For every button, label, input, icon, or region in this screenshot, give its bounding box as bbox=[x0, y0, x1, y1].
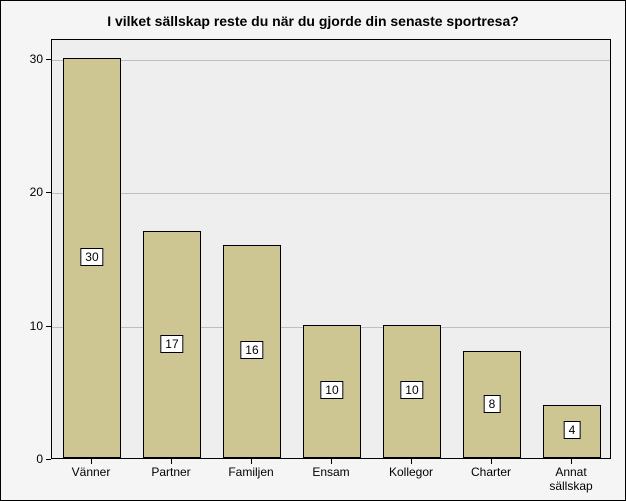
plot-area: 30 17 16 10 10 8 4 bbox=[51, 39, 611, 459]
xtick-mark bbox=[411, 459, 412, 464]
ytick-label: 0 bbox=[3, 452, 43, 466]
bar: 4 bbox=[543, 405, 601, 458]
ytick-label: 30 bbox=[3, 52, 43, 66]
chart-container: I vilket sällskap reste du när du gjorde… bbox=[0, 0, 626, 501]
bar: 8 bbox=[463, 351, 521, 458]
bar-value-label: 30 bbox=[80, 248, 103, 266]
bar: 16 bbox=[223, 245, 281, 458]
bar: 10 bbox=[303, 325, 361, 458]
gridline bbox=[52, 193, 610, 194]
xtick-label: Vänner bbox=[72, 466, 111, 480]
bar: 30 bbox=[63, 58, 121, 458]
bar-value-label: 4 bbox=[564, 421, 581, 439]
xtick-label: Partner bbox=[151, 466, 190, 480]
bar-value-label: 8 bbox=[484, 395, 501, 413]
bar-value-label: 10 bbox=[400, 381, 423, 399]
ytick-label: 20 bbox=[3, 185, 43, 199]
bar-value-label: 16 bbox=[240, 341, 263, 359]
xtick-label: Familjen bbox=[228, 466, 273, 480]
ytick-label: 10 bbox=[3, 319, 43, 333]
xtick-mark bbox=[491, 459, 492, 464]
xtick-label: Charter bbox=[471, 466, 511, 480]
xtick-label: Ensam bbox=[312, 466, 349, 480]
ytick-mark bbox=[46, 59, 51, 60]
bar-value-label: 17 bbox=[160, 335, 183, 353]
xtick-label: Annat sällskap bbox=[549, 466, 592, 494]
ytick-mark bbox=[46, 192, 51, 193]
xtick-label: Kollegor bbox=[389, 466, 433, 480]
xtick-mark bbox=[571, 459, 572, 464]
gridline bbox=[52, 60, 610, 61]
xtick-mark bbox=[171, 459, 172, 464]
chart-title: I vilket sällskap reste du när du gjorde… bbox=[1, 13, 625, 29]
bar-value-label: 10 bbox=[320, 381, 343, 399]
xtick-mark bbox=[331, 459, 332, 464]
xtick-mark bbox=[91, 459, 92, 464]
xtick-mark bbox=[251, 459, 252, 464]
bar: 17 bbox=[143, 231, 201, 458]
bar: 10 bbox=[383, 325, 441, 458]
ytick-mark bbox=[46, 459, 51, 460]
ytick-mark bbox=[46, 326, 51, 327]
